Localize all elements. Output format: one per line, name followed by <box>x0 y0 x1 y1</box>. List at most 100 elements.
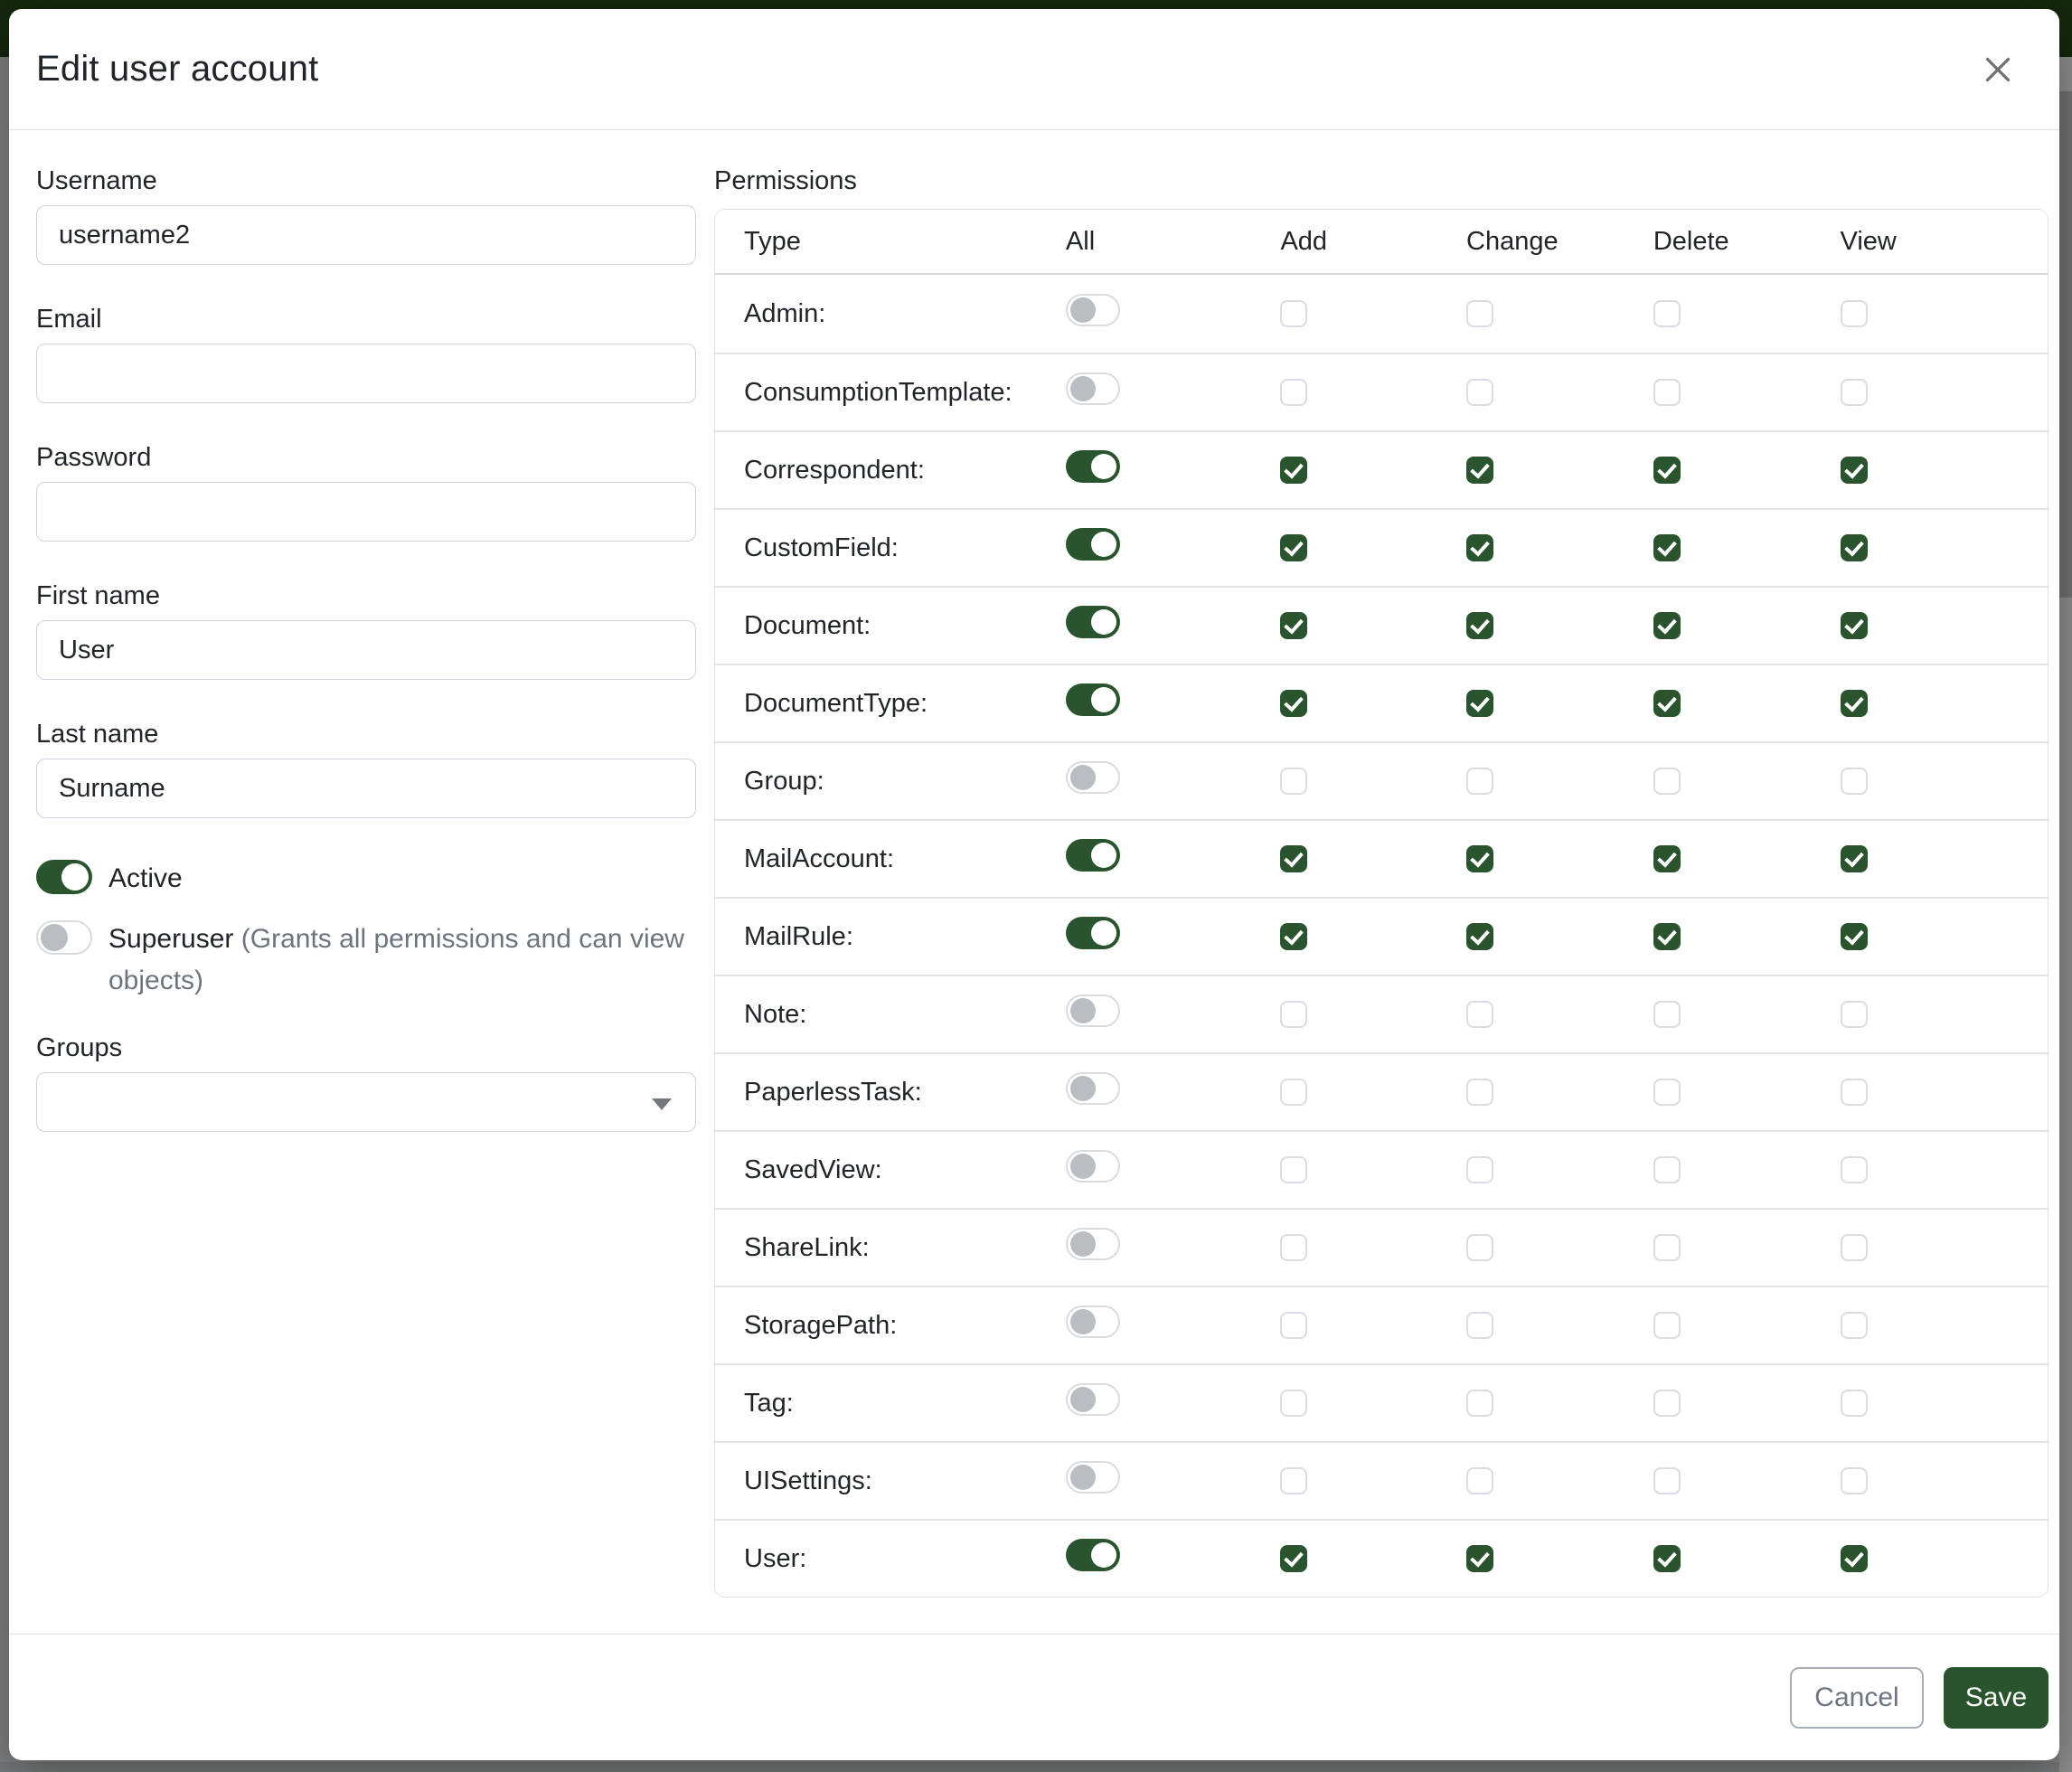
toggle-knob <box>1090 687 1116 712</box>
permission-view-checkbox[interactable] <box>1840 923 1868 950</box>
permission-add-checkbox[interactable] <box>1280 923 1308 950</box>
permission-all-toggle[interactable] <box>1065 1461 1120 1494</box>
permission-change-checkbox[interactable] <box>1466 300 1494 327</box>
permission-view-checkbox[interactable] <box>1840 1001 1868 1028</box>
first-name-field[interactable] <box>36 620 696 680</box>
permission-view-checkbox[interactable] <box>1840 1234 1868 1261</box>
cancel-button[interactable]: Cancel <box>1790 1666 1924 1729</box>
permission-view-checkbox[interactable] <box>1840 1545 1868 1572</box>
permission-delete-checkbox[interactable] <box>1653 1312 1681 1339</box>
permission-add-checkbox[interactable] <box>1280 379 1308 406</box>
permission-all-toggle[interactable] <box>1065 1305 1120 1338</box>
permission-change-checkbox[interactable] <box>1466 1467 1494 1494</box>
last-name-field[interactable] <box>36 759 696 818</box>
permission-delete-checkbox[interactable] <box>1653 1467 1681 1494</box>
permission-add-checkbox[interactable] <box>1280 690 1308 717</box>
permission-add-checkbox[interactable] <box>1280 1001 1308 1028</box>
permission-change-checkbox[interactable] <box>1466 534 1494 561</box>
permission-add-checkbox[interactable] <box>1280 1545 1308 1572</box>
close-button[interactable] <box>1974 46 2021 93</box>
permission-view-checkbox[interactable] <box>1840 845 1868 872</box>
permission-delete-checkbox[interactable] <box>1653 923 1681 950</box>
username-input[interactable] <box>36 205 696 265</box>
permission-view-checkbox[interactable] <box>1840 612 1868 639</box>
permission-all-toggle[interactable] <box>1065 683 1120 716</box>
permission-view-checkbox[interactable] <box>1840 379 1868 406</box>
active-toggle[interactable] <box>36 860 92 894</box>
permission-all-toggle[interactable] <box>1065 372 1120 405</box>
permission-change-checkbox[interactable] <box>1466 1079 1494 1106</box>
permission-view-checkbox[interactable] <box>1840 690 1868 717</box>
permission-delete-checkbox[interactable] <box>1653 1156 1681 1183</box>
permission-delete-checkbox[interactable] <box>1653 1545 1681 1572</box>
permission-change-checkbox[interactable] <box>1466 1312 1494 1339</box>
permission-view-checkbox[interactable] <box>1840 1467 1868 1494</box>
permission-change-checkbox[interactable] <box>1466 379 1494 406</box>
permission-all-toggle[interactable] <box>1065 839 1120 872</box>
permission-all-toggle[interactable] <box>1065 1072 1120 1105</box>
permission-all-toggle[interactable] <box>1065 1150 1120 1183</box>
permission-add-checkbox[interactable] <box>1280 1079 1308 1106</box>
permission-add-checkbox[interactable] <box>1280 612 1308 639</box>
permission-change-checkbox[interactable] <box>1466 768 1494 795</box>
permission-change-checkbox[interactable] <box>1466 457 1494 484</box>
permission-view-checkbox[interactable] <box>1840 300 1868 327</box>
permission-view-checkbox[interactable] <box>1840 768 1868 795</box>
superuser-toggle[interactable] <box>36 919 92 955</box>
permission-add-checkbox[interactable] <box>1280 1156 1308 1183</box>
permission-view-checkbox[interactable] <box>1840 534 1868 561</box>
permission-add-checkbox[interactable] <box>1280 845 1308 872</box>
permission-delete-checkbox[interactable] <box>1653 534 1681 561</box>
permission-delete-checkbox[interactable] <box>1653 1079 1681 1106</box>
permission-add-checkbox[interactable] <box>1280 457 1308 484</box>
permission-all-toggle[interactable] <box>1065 1539 1120 1571</box>
permission-add-checkbox[interactable] <box>1280 1467 1308 1494</box>
permission-change-checkbox[interactable] <box>1466 1545 1494 1572</box>
permission-change-checkbox[interactable] <box>1466 845 1494 872</box>
permission-add-checkbox[interactable] <box>1280 534 1308 561</box>
permission-delete-checkbox[interactable] <box>1653 300 1681 327</box>
permission-change-checkbox[interactable] <box>1466 1156 1494 1183</box>
permission-all-toggle[interactable] <box>1065 450 1120 483</box>
permission-delete-checkbox[interactable] <box>1653 379 1681 406</box>
permission-view-checkbox[interactable] <box>1840 1156 1868 1183</box>
permission-all-toggle[interactable] <box>1065 917 1120 949</box>
save-button[interactable]: Save <box>1944 1666 2048 1729</box>
permission-all-toggle[interactable] <box>1065 294 1120 326</box>
permission-delete-checkbox[interactable] <box>1653 1390 1681 1417</box>
permission-change-checkbox[interactable] <box>1466 923 1494 950</box>
permission-delete-checkbox[interactable] <box>1653 768 1681 795</box>
permission-change-checkbox[interactable] <box>1466 1390 1494 1417</box>
groups-select[interactable] <box>36 1071 696 1132</box>
permission-add-checkbox[interactable] <box>1280 300 1308 327</box>
dimmed-page-bottom <box>0 1762 2072 1772</box>
permission-all-toggle[interactable] <box>1065 994 1120 1027</box>
permission-all-toggle[interactable] <box>1065 1383 1120 1416</box>
permission-view-checkbox[interactable] <box>1840 457 1868 484</box>
permission-add-checkbox[interactable] <box>1280 768 1308 795</box>
page-scrollbar-thumb[interactable] <box>2059 91 2072 598</box>
page-scrollbar[interactable] <box>2059 57 2072 1772</box>
permission-add-checkbox[interactable] <box>1280 1234 1308 1261</box>
permission-all-toggle[interactable] <box>1065 1228 1120 1260</box>
email-field[interactable] <box>36 344 696 403</box>
permission-delete-checkbox[interactable] <box>1653 612 1681 639</box>
permission-delete-checkbox[interactable] <box>1653 1234 1681 1261</box>
permission-change-checkbox[interactable] <box>1466 1001 1494 1028</box>
permission-delete-checkbox[interactable] <box>1653 845 1681 872</box>
permission-add-checkbox[interactable] <box>1280 1312 1308 1339</box>
permission-change-checkbox[interactable] <box>1466 1234 1494 1261</box>
permission-delete-checkbox[interactable] <box>1653 1001 1681 1028</box>
permission-change-checkbox[interactable] <box>1466 690 1494 717</box>
permission-all-toggle[interactable] <box>1065 761 1120 794</box>
permission-add-checkbox[interactable] <box>1280 1390 1308 1417</box>
permission-view-checkbox[interactable] <box>1840 1079 1868 1106</box>
permission-view-checkbox[interactable] <box>1840 1390 1868 1417</box>
permission-change-checkbox[interactable] <box>1466 612 1494 639</box>
permission-all-toggle[interactable] <box>1065 528 1120 561</box>
permission-view-checkbox[interactable] <box>1840 1312 1868 1339</box>
permission-delete-checkbox[interactable] <box>1653 690 1681 717</box>
password-field[interactable] <box>36 482 696 542</box>
permission-all-toggle[interactable] <box>1065 606 1120 638</box>
permission-delete-checkbox[interactable] <box>1653 457 1681 484</box>
